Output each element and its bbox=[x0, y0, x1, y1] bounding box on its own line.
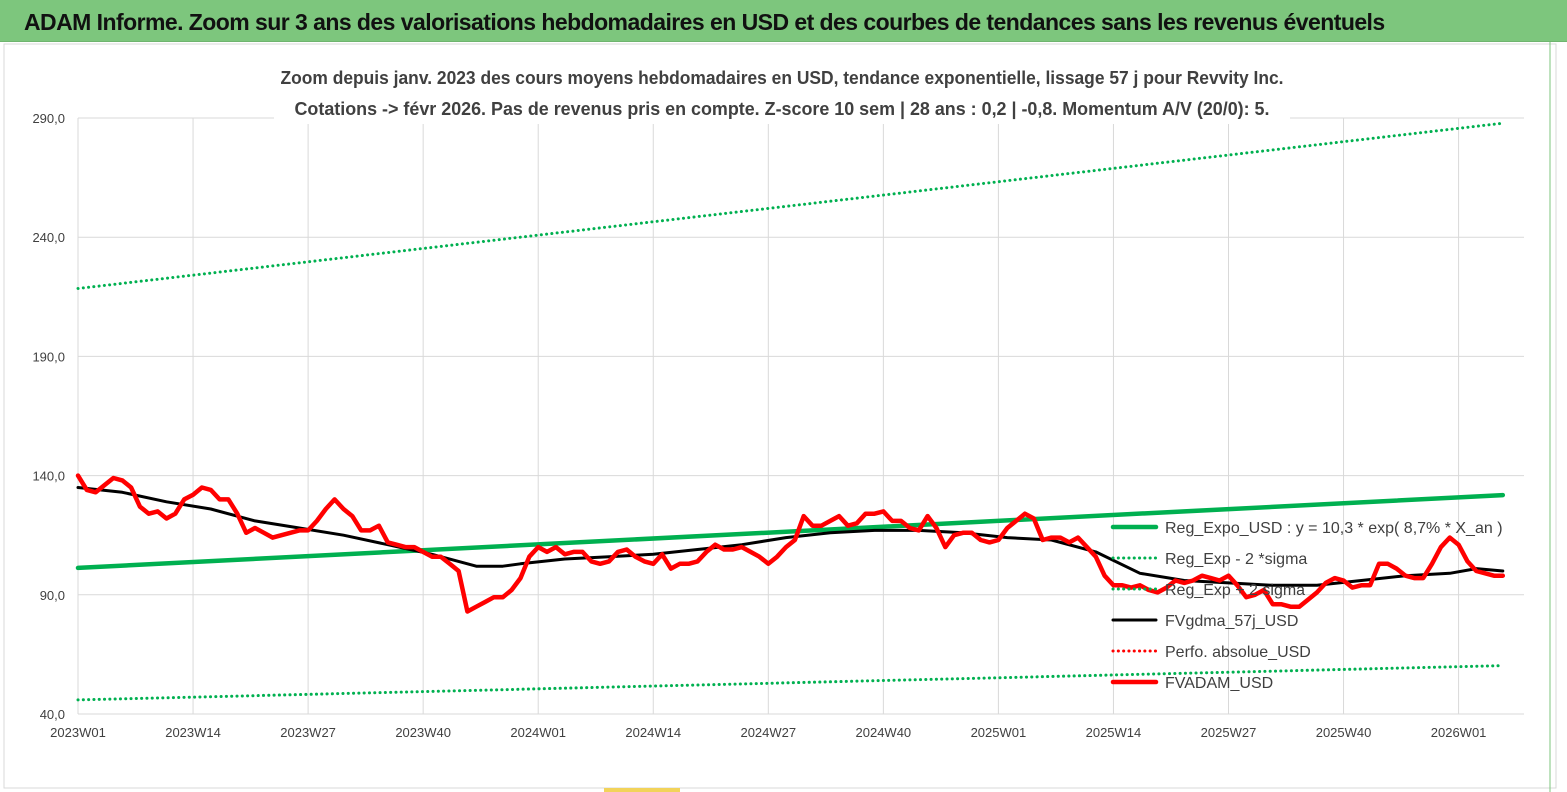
gridlines bbox=[77, 117, 1524, 715]
legend: Reg_Expo_USD : y = 10,3 * exp( 8,7% * X_… bbox=[1110, 520, 1503, 692]
x-tick-label: 2025W40 bbox=[1316, 725, 1372, 740]
series-line-3 bbox=[76, 486, 1505, 587]
chart-title: Zoom depuis janv. 2023 des cours moyens … bbox=[274, 62, 1290, 124]
y-tick-label: 140,0 bbox=[32, 469, 65, 484]
bottom-accent-bar bbox=[604, 788, 680, 792]
y-tick-label: 240,0 bbox=[32, 230, 65, 245]
legend-entry-5: FVADAM_USD bbox=[1165, 675, 1273, 692]
chart-border bbox=[3, 43, 1557, 789]
legend-entry-0: Reg_Expo_USD : y = 10,3 * exp( 8,7% * X_… bbox=[1165, 520, 1503, 537]
x-tick-label: 2025W01 bbox=[971, 725, 1027, 740]
report-banner: ADAM Informe. Zoom sur 3 ans des valoris… bbox=[0, 0, 1567, 42]
x-tick-label: 2024W40 bbox=[856, 725, 912, 740]
series-line-0 bbox=[75, 492, 1506, 571]
x-tick-label: 2025W14 bbox=[1086, 725, 1142, 740]
series-lines bbox=[75, 121, 1506, 702]
chart-title-line-1: Zoom depuis janv. 2023 des cours moyens … bbox=[281, 67, 1284, 88]
x-tick-label: 2026W01 bbox=[1431, 725, 1487, 740]
x-tick-label: 2023W40 bbox=[395, 725, 451, 740]
x-tick-label: 2023W27 bbox=[280, 725, 336, 740]
chart-title-background bbox=[274, 62, 1290, 124]
x-tick-label: 2023W14 bbox=[165, 725, 221, 740]
x-tick-label: 2025W27 bbox=[1201, 725, 1257, 740]
y-tick-label: 90,0 bbox=[40, 588, 65, 603]
y-tick-label: 40,0 bbox=[40, 707, 65, 722]
x-tick-label: 2023W01 bbox=[50, 725, 106, 740]
series-line-1 bbox=[76, 664, 1505, 702]
legend-entry-2: Reg_Exp + 2 sigma bbox=[1165, 582, 1305, 599]
legend-entry-4: Perfo. absolue_USD bbox=[1165, 644, 1311, 661]
x-tick-label: 2024W27 bbox=[740, 725, 796, 740]
x-axis-labels: 2023W01 2023W14 2023W27 2023W40 2024W01 2024W… bbox=[50, 725, 1486, 740]
chart-area: 40,0 90,0 140,0 190,0 240,0 290,0 2023W01 2023… bbox=[0, 42, 1567, 792]
report-banner-title: ADAM Informe. Zoom sur 3 ans des valoris… bbox=[24, 9, 1385, 35]
chart-title-line-2: Cotations -> févr 2026. Pas de revenus p… bbox=[295, 98, 1270, 119]
y-tick-label: 290,0 bbox=[32, 111, 65, 126]
y-axis-labels: 40,0 90,0 140,0 190,0 240,0 290,0 bbox=[32, 111, 65, 722]
series-line-5 bbox=[75, 473, 1506, 614]
y-tick-label: 190,0 bbox=[32, 349, 65, 364]
legend-entry-1: Reg_Exp - 2 *sigma bbox=[1165, 551, 1307, 568]
x-tick-label: 2024W14 bbox=[625, 725, 681, 740]
series-line-2 bbox=[76, 121, 1505, 290]
x-tick-label: 2024W01 bbox=[510, 725, 566, 740]
legend-entry-3: FVgdma_57j_USD bbox=[1165, 613, 1298, 630]
